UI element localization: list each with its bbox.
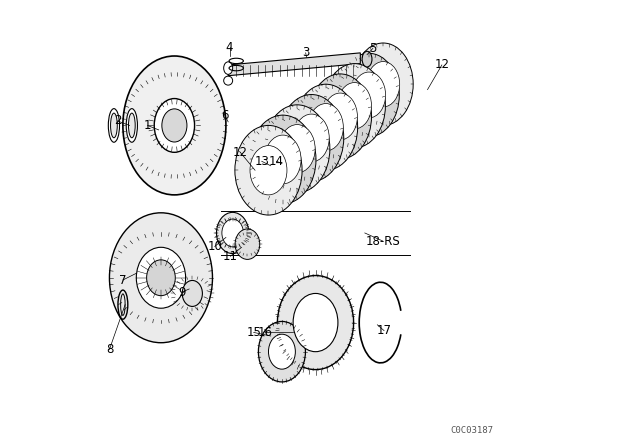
- Ellipse shape: [154, 99, 195, 152]
- Text: 9: 9: [179, 285, 186, 299]
- Ellipse shape: [367, 61, 399, 107]
- Ellipse shape: [269, 334, 296, 369]
- Ellipse shape: [129, 113, 135, 138]
- Ellipse shape: [108, 109, 120, 142]
- Ellipse shape: [123, 56, 226, 195]
- Ellipse shape: [147, 260, 175, 296]
- Text: 7: 7: [119, 273, 127, 287]
- Text: 12: 12: [233, 146, 248, 159]
- Ellipse shape: [250, 115, 316, 204]
- Ellipse shape: [278, 276, 353, 370]
- Ellipse shape: [235, 229, 260, 259]
- Text: 18-RS: 18-RS: [365, 234, 400, 248]
- Ellipse shape: [279, 125, 315, 173]
- Polygon shape: [228, 53, 360, 76]
- Text: 11: 11: [223, 250, 238, 263]
- Ellipse shape: [353, 43, 413, 125]
- Ellipse shape: [136, 247, 186, 308]
- Text: 12: 12: [435, 58, 449, 72]
- Ellipse shape: [309, 74, 372, 159]
- Ellipse shape: [109, 213, 212, 343]
- Text: 6: 6: [221, 109, 228, 122]
- Ellipse shape: [235, 125, 302, 215]
- Text: 1: 1: [144, 119, 151, 132]
- Ellipse shape: [111, 113, 117, 138]
- Ellipse shape: [293, 293, 338, 352]
- Ellipse shape: [339, 53, 399, 137]
- Ellipse shape: [162, 109, 187, 142]
- Ellipse shape: [182, 280, 202, 306]
- Ellipse shape: [222, 219, 243, 247]
- Ellipse shape: [362, 52, 372, 67]
- Text: 5: 5: [369, 42, 376, 55]
- Ellipse shape: [323, 93, 357, 140]
- Ellipse shape: [352, 72, 385, 118]
- Text: 15: 15: [246, 326, 261, 339]
- Text: 2: 2: [114, 114, 121, 128]
- Ellipse shape: [294, 114, 329, 162]
- Text: 10: 10: [207, 240, 222, 253]
- Ellipse shape: [224, 76, 233, 85]
- Ellipse shape: [224, 62, 233, 74]
- Text: 14: 14: [269, 155, 284, 168]
- Text: 4: 4: [226, 40, 233, 54]
- Ellipse shape: [308, 103, 343, 151]
- Ellipse shape: [264, 105, 330, 193]
- Text: 3: 3: [302, 46, 309, 60]
- Ellipse shape: [337, 82, 371, 129]
- Ellipse shape: [324, 64, 385, 148]
- Ellipse shape: [294, 84, 358, 170]
- Ellipse shape: [250, 146, 287, 195]
- Text: 13: 13: [254, 155, 269, 168]
- Ellipse shape: [126, 109, 138, 142]
- Ellipse shape: [259, 322, 305, 382]
- Text: 16: 16: [258, 326, 273, 339]
- Ellipse shape: [264, 135, 301, 184]
- Ellipse shape: [279, 95, 344, 181]
- Text: C0C03187: C0C03187: [451, 426, 494, 435]
- Text: 17: 17: [376, 324, 392, 337]
- Text: 8: 8: [106, 343, 113, 356]
- Ellipse shape: [216, 212, 249, 254]
